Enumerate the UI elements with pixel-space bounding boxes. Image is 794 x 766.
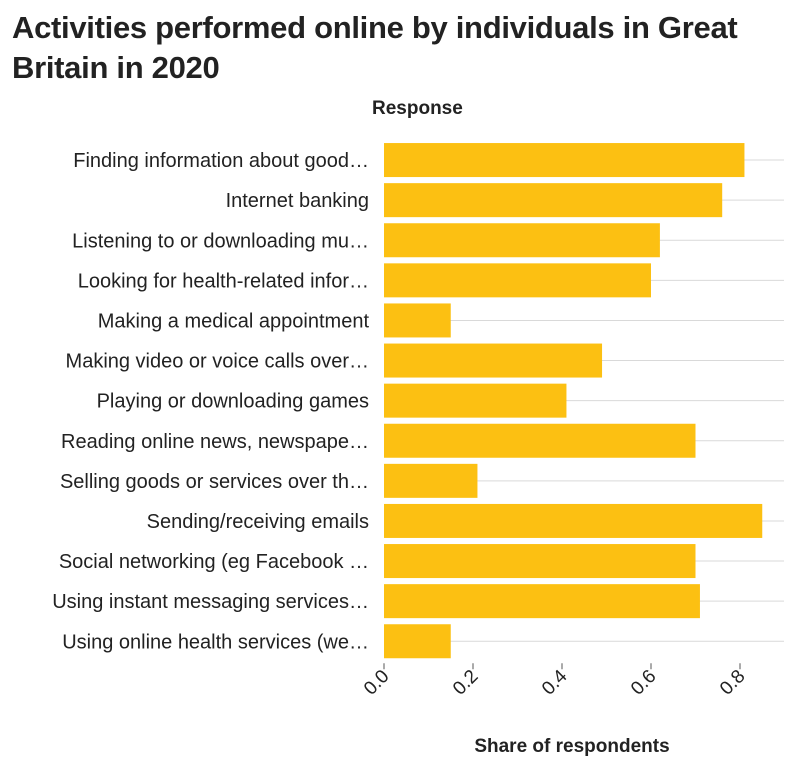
bar[interactable] [384,303,451,338]
category-label: Making video or voice calls over… [66,351,369,373]
category-label: Making a medical appointment [98,310,370,332]
bar[interactable] [384,143,745,178]
bar[interactable] [384,503,763,538]
x-tick-labels: 0.0 0.2 0.4 0.6 0.8 [360,663,750,700]
x-tick-label: 0.6 [627,666,661,700]
x-tick-label: 0.8 [716,666,750,700]
category-label: Playing or downloading games [97,391,369,413]
chart-title: Activities performed online by individua… [12,10,738,85]
bar[interactable] [384,463,478,498]
bar[interactable] [384,544,696,579]
bar[interactable] [384,183,723,218]
category-label: Internet banking [226,190,369,212]
category-label: Using instant messaging services… [52,591,369,613]
category-label: Sending/receiving emails [147,511,369,533]
x-tick-label: 0.2 [449,666,483,700]
y-axis-title: Response [372,98,463,119]
category-label: Social networking (eg Facebook … [59,551,369,573]
category-label: Listening to or downloading mu… [72,230,369,252]
bars [384,143,763,659]
category-label: Finding information about good… [73,150,369,172]
x-tick-label: 0.0 [360,666,394,700]
bar[interactable] [384,383,567,418]
bar[interactable] [384,624,451,659]
bar[interactable] [384,584,700,619]
x-tick-label: 0.4 [538,666,572,700]
category-label: Reading online news, newspape… [61,431,369,453]
x-axis-title: Share of respondents [474,736,669,757]
category-label: Looking for health-related infor… [78,270,369,292]
bar[interactable] [384,423,696,458]
category-label: Using online health services (we… [62,631,369,653]
bar[interactable] [384,223,660,258]
bar[interactable] [384,263,651,298]
bar[interactable] [384,343,603,378]
category-labels: Finding information about good… Internet … [52,150,369,653]
category-label: Selling goods or services over th… [60,471,369,493]
